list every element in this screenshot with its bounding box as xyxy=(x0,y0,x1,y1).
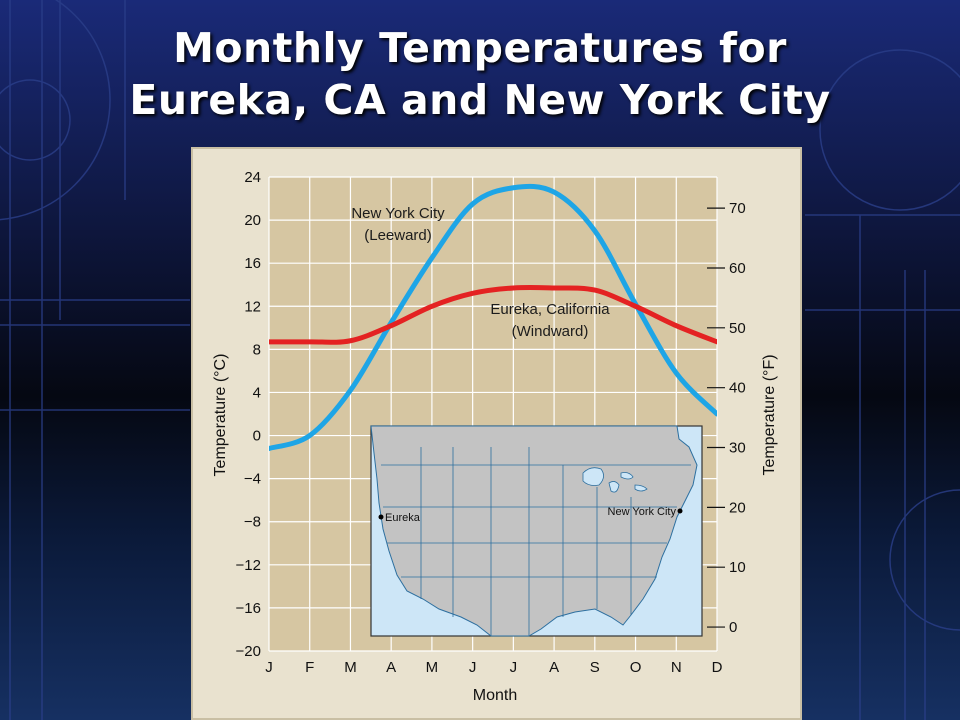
slide-title: Monthly Temperatures for Eureka, CA and … xyxy=(0,22,960,126)
x-tick-label: A xyxy=(386,659,396,676)
y-tick-label-celsius: −12 xyxy=(236,557,261,574)
y-tick-label-fahrenheit: 30 xyxy=(729,440,746,457)
y-tick-label-celsius: 24 xyxy=(244,169,261,186)
x-tick-label: N xyxy=(671,659,682,676)
slide-title-line-1: Monthly Temperatures for xyxy=(173,24,787,72)
great-lakes xyxy=(582,467,648,493)
eureka-marker xyxy=(378,514,384,520)
y-tick-label-fahrenheit: 40 xyxy=(729,380,746,397)
inset-map: Eureka New York City xyxy=(370,425,703,637)
y-tick-label-celsius: 16 xyxy=(244,255,261,272)
x-tick-label: S xyxy=(590,659,600,676)
x-tick-label: J xyxy=(469,659,477,676)
state-borders xyxy=(381,447,691,636)
new-york-city-marker xyxy=(677,508,683,514)
series-lines xyxy=(269,183,717,451)
y-axis-fahrenheit-ticks: 70 60 50 40 30 20 10 0 xyxy=(707,200,746,636)
y-tick-label-fahrenheit: 60 xyxy=(729,260,746,277)
nyc-series-label-line-2: (Leeward) xyxy=(364,227,432,244)
y-tick-label-celsius: −4 xyxy=(244,471,261,488)
x-tick-label: F xyxy=(305,659,314,676)
x-tick-label: D xyxy=(712,659,723,676)
y-tick-label-fahrenheit: 10 xyxy=(729,559,746,576)
eureka-temperature-line xyxy=(269,284,717,345)
y-tick-label-celsius: −8 xyxy=(244,514,261,531)
eureka-label: Eureka xyxy=(385,512,421,524)
y-tick-label-celsius: −20 xyxy=(236,643,261,660)
x-tick-label: M xyxy=(344,659,357,676)
x-axis-title: Month xyxy=(473,687,517,704)
y-tick-label-celsius: 12 xyxy=(244,298,261,315)
north-america-landmass xyxy=(370,425,698,637)
y-tick-label-celsius: −16 xyxy=(236,600,261,617)
new-york-city-label: New York City xyxy=(608,506,677,518)
y-axis-celsius-ticks: 24 20 16 12 8 4 0 −4 −8 −12 −16 −20 xyxy=(236,169,261,660)
x-tick-label: J xyxy=(510,659,518,676)
eureka-series-label-line-1: Eureka, California xyxy=(490,301,610,318)
x-tick-label: O xyxy=(630,659,642,676)
y-axis-title-celsius: Temperature (°C) xyxy=(212,354,229,477)
slide-title-line-2: Eureka, CA and New York City xyxy=(129,76,831,124)
temperature-chart: Eureka New York City New York City (Leew… xyxy=(212,169,778,704)
y-tick-label-fahrenheit: 70 xyxy=(729,200,746,217)
y-tick-label-celsius: 20 xyxy=(244,212,261,229)
y-tick-label-celsius: 4 xyxy=(253,384,261,401)
x-tick-label: M xyxy=(426,659,439,676)
x-tick-label: A xyxy=(549,659,559,676)
x-tick-label: J xyxy=(265,659,273,676)
nyc-series-label-line-1: New York City xyxy=(351,205,445,222)
y-tick-label-fahrenheit: 20 xyxy=(729,499,746,516)
eureka-series-label-line-2: (Windward) xyxy=(512,323,589,340)
y-tick-label-fahrenheit: 0 xyxy=(729,619,737,636)
y-axis-title-fahrenheit: Temperature (°F) xyxy=(761,354,778,475)
y-tick-label-fahrenheit: 50 xyxy=(729,320,746,337)
y-tick-label-celsius: 0 xyxy=(253,428,261,445)
y-tick-label-celsius: 8 xyxy=(253,341,261,358)
